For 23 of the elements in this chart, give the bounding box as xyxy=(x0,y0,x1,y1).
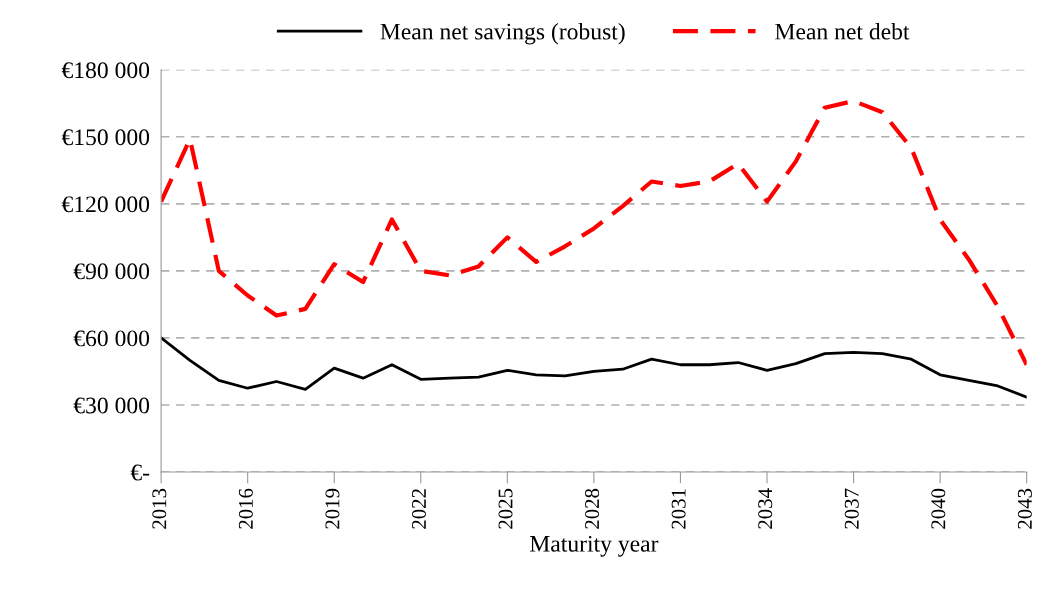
legend-label: Mean net debt xyxy=(775,22,910,40)
x-tick-label: 2028 xyxy=(585,488,600,529)
x-tick-label: 2040 xyxy=(931,488,946,529)
x-tick-label: 2031 xyxy=(671,489,686,529)
x-tick-label: 2019 xyxy=(325,488,340,529)
y-tick-label: €90 000 xyxy=(73,263,150,280)
x-tick-label: 2016 xyxy=(238,488,253,529)
y-tick-label: €30 000 xyxy=(73,397,150,414)
y-tick-label: €150 000 xyxy=(61,129,150,146)
line-series xyxy=(161,98,1027,367)
x-tick-label: 2013 xyxy=(152,488,167,529)
y-tick-label: €120 000 xyxy=(61,196,150,213)
y-tick-label: €60 000 xyxy=(73,330,150,347)
y-tick-label: €- xyxy=(130,464,150,481)
x-tick-label: 2037 xyxy=(844,488,859,529)
x-tick-label: 2022 xyxy=(411,489,426,529)
y-tick-label: €180 000 xyxy=(61,62,150,79)
x-tick-label: 2034 xyxy=(758,488,773,529)
x-axis-title: Maturity year xyxy=(529,535,659,557)
legend-label: Mean net savings (robust) xyxy=(380,22,625,45)
x-tick-label: 2025 xyxy=(498,488,513,529)
x-tick-label: 2043 xyxy=(1017,488,1032,529)
line-series xyxy=(161,336,1027,399)
